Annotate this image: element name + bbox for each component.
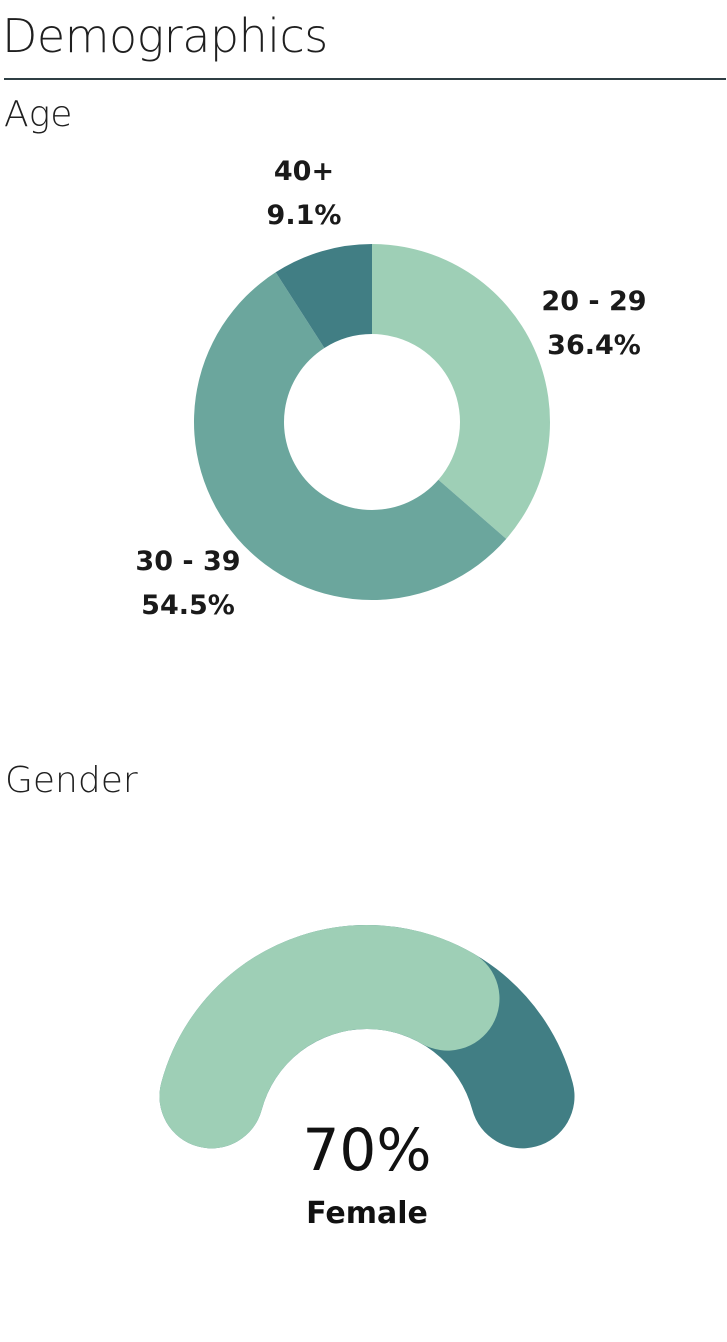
age-category-label: 40+ [274,156,334,187]
age-slice-1 [372,244,550,539]
gauge-value-label: 70% [303,1116,432,1184]
age-slice-2 [194,272,507,600]
age-donut-chart: 20 - 29 36.4% 30 - 39 54.5% 40+ 9.1% [135,156,646,621]
age-section-title: Age [4,94,73,135]
age-category-label: 30 - 39 [135,546,240,577]
gauge-category-label: Female [306,1196,428,1231]
gender-section-title: Gender [5,760,138,801]
age-value-label: 36.4% [547,330,641,361]
age-slice-3 [275,244,372,348]
age-category-label: 20 - 29 [541,286,646,317]
title-divider [4,78,726,80]
gauge-fill [159,925,500,1149]
age-value-label: 54.5% [141,590,235,621]
age-value-label: 9.1% [267,200,342,231]
age-labels: 20 - 29 36.4% 30 - 39 54.5% 40+ 9.1% [135,156,646,621]
age-slices [194,244,550,600]
page-title: Demographics [2,9,328,63]
